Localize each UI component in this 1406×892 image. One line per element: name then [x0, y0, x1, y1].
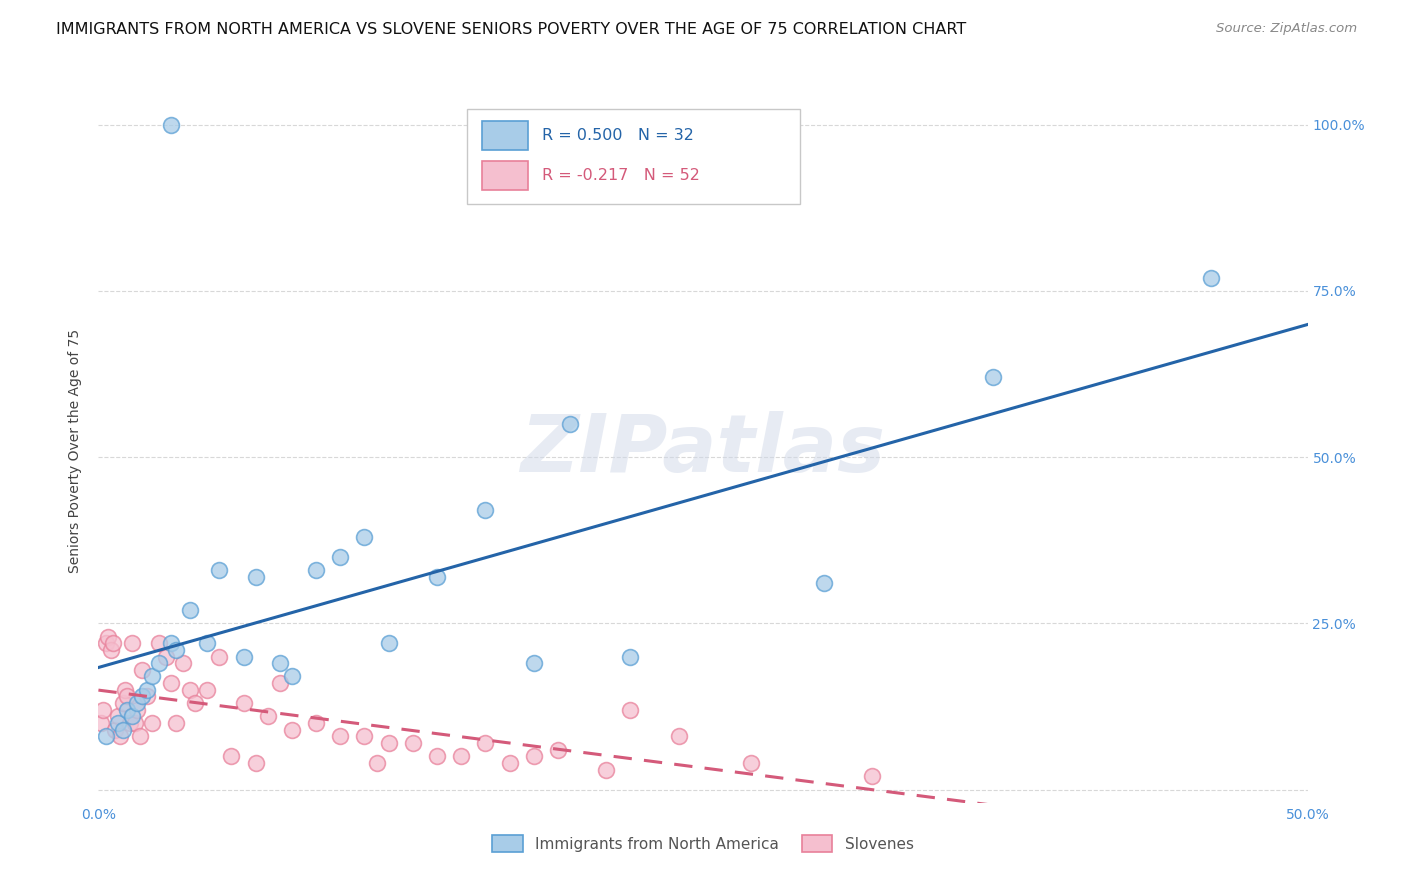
Point: [668, 729, 690, 743]
FancyBboxPatch shape: [482, 120, 527, 150]
Point: [860, 769, 883, 783]
Point: [195, 636, 218, 650]
Point: [104, 723, 127, 737]
Point: [232, 696, 254, 710]
Point: [305, 563, 328, 577]
Point: [100, 643, 122, 657]
Point: [114, 682, 136, 697]
Point: [353, 530, 375, 544]
Point: [740, 756, 762, 770]
Point: [619, 649, 641, 664]
Point: [127, 696, 149, 710]
Point: [195, 682, 218, 697]
Point: [377, 636, 399, 650]
Point: [121, 709, 143, 723]
Point: [107, 716, 129, 731]
Point: [111, 723, 134, 737]
Point: [221, 749, 243, 764]
FancyBboxPatch shape: [467, 109, 800, 204]
Point: [426, 570, 449, 584]
Point: [269, 656, 291, 670]
Point: [245, 570, 267, 584]
Point: [353, 729, 375, 743]
Point: [117, 690, 139, 704]
Point: [269, 676, 291, 690]
Point: [165, 716, 187, 731]
Point: [474, 503, 496, 517]
Point: [108, 729, 131, 743]
Point: [97, 630, 120, 644]
Point: [366, 756, 388, 770]
Point: [135, 682, 157, 697]
Point: [329, 729, 352, 743]
Point: [91, 703, 114, 717]
Point: [305, 716, 328, 731]
Point: [426, 749, 449, 764]
Point: [148, 656, 170, 670]
Point: [281, 669, 304, 683]
Y-axis label: Seniors Poverty Over the Age of 75: Seniors Poverty Over the Age of 75: [69, 328, 83, 573]
Point: [281, 723, 304, 737]
Point: [619, 703, 641, 717]
Point: [160, 676, 183, 690]
Point: [135, 690, 157, 704]
Point: [245, 756, 267, 770]
Point: [131, 690, 153, 704]
Point: [256, 709, 278, 723]
Point: [179, 603, 201, 617]
Point: [148, 636, 170, 650]
Point: [155, 649, 177, 664]
Text: R = 0.500   N = 32: R = 0.500 N = 32: [543, 128, 695, 143]
Point: [94, 729, 117, 743]
Point: [1199, 270, 1222, 285]
Point: [232, 649, 254, 664]
Point: [101, 636, 124, 650]
Point: [160, 118, 183, 132]
Point: [595, 763, 617, 777]
Point: [124, 716, 146, 731]
Point: [131, 663, 153, 677]
FancyBboxPatch shape: [482, 161, 527, 190]
Point: [813, 576, 835, 591]
Point: [184, 696, 207, 710]
Point: [558, 417, 581, 431]
Text: Source: ZipAtlas.com: Source: ZipAtlas.com: [1216, 22, 1357, 36]
Point: [523, 749, 546, 764]
Point: [107, 709, 129, 723]
Point: [208, 649, 231, 664]
Point: [121, 636, 143, 650]
Point: [523, 656, 546, 670]
Point: [160, 636, 183, 650]
Point: [128, 729, 150, 743]
Point: [547, 742, 569, 756]
Point: [450, 749, 472, 764]
Point: [208, 563, 231, 577]
Point: [377, 736, 399, 750]
Point: [165, 643, 187, 657]
Point: [118, 716, 141, 731]
Text: IMMIGRANTS FROM NORTH AMERICA VS SLOVENE SENIORS POVERTY OVER THE AGE OF 75 CORR: IMMIGRANTS FROM NORTH AMERICA VS SLOVENE…: [56, 22, 966, 37]
Text: R = -0.217   N = 52: R = -0.217 N = 52: [543, 168, 700, 183]
Legend: Immigrants from North America, Slovenes: Immigrants from North America, Slovenes: [486, 829, 920, 859]
Point: [90, 716, 112, 731]
Point: [329, 549, 352, 564]
Text: ZIPatlas: ZIPatlas: [520, 411, 886, 490]
Point: [498, 756, 520, 770]
Point: [141, 716, 163, 731]
Point: [141, 669, 163, 683]
Point: [402, 736, 425, 750]
Point: [117, 703, 139, 717]
Point: [474, 736, 496, 750]
Point: [179, 682, 201, 697]
Point: [94, 636, 117, 650]
Point: [111, 696, 134, 710]
Point: [127, 703, 149, 717]
Point: [981, 370, 1004, 384]
Point: [172, 656, 194, 670]
